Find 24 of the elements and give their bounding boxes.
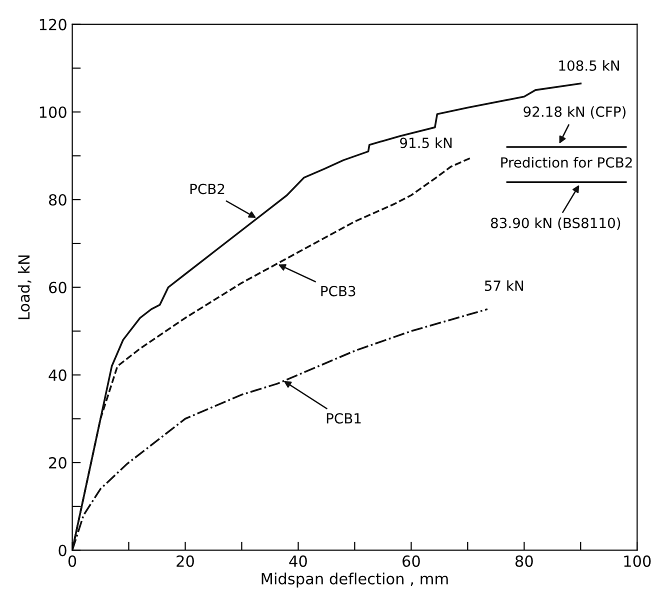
- x-tick-label: 20: [176, 555, 194, 567]
- y-tick-label: 40: [48, 369, 66, 381]
- annotation: 92.18 kN (CFP): [524, 106, 626, 119]
- annotation: 83.90 kN (BS8110): [490, 217, 620, 230]
- y-tick-label: 0: [58, 544, 66, 556]
- x-axis-title: Midspan deflection , mm: [262, 572, 448, 588]
- y-tick-label: 80: [49, 194, 66, 206]
- y-tick-label: 100: [40, 106, 66, 118]
- x-tick-label: 0: [68, 555, 76, 567]
- y-tick-label: 60: [49, 282, 66, 294]
- x-tick-label: 60: [402, 555, 420, 567]
- y-axis-title: Load, kN: [18, 255, 32, 320]
- annotation: 57 kN: [484, 280, 524, 291]
- y-tick-label: 120: [40, 18, 66, 30]
- annotation: 91.5 kN: [400, 137, 452, 148]
- x-tick-label: 80: [515, 555, 533, 567]
- annotation: 108.5 kN: [559, 60, 619, 71]
- annotation: PCB1: [326, 413, 361, 424]
- annotation: PCB2: [190, 184, 224, 194]
- annotation: PCB3: [321, 286, 356, 296]
- x-tick-label: 100: [624, 555, 651, 567]
- x-tick-label: 40: [289, 555, 307, 567]
- y-tick-label: 20: [49, 457, 66, 469]
- annotation: Prediction for PCB2: [501, 156, 632, 168]
